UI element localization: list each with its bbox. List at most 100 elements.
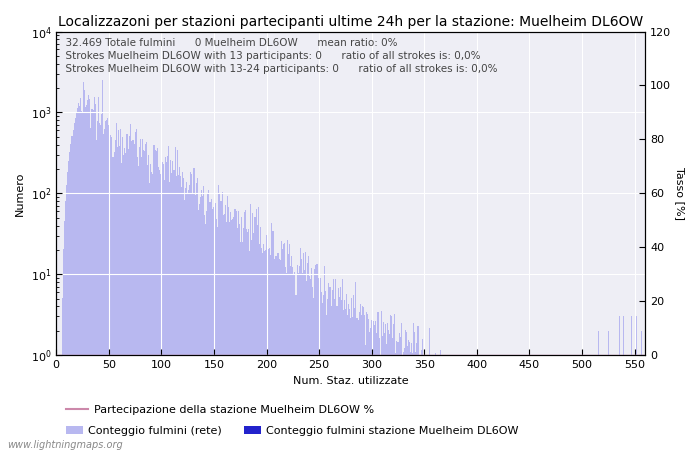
Bar <box>555 355 556 450</box>
Bar <box>327 299 328 450</box>
Bar <box>532 355 533 450</box>
Bar <box>429 328 430 450</box>
Bar <box>274 259 276 450</box>
Bar <box>447 355 448 450</box>
Bar <box>168 146 169 450</box>
Bar <box>231 220 232 450</box>
Bar <box>609 359 610 450</box>
Bar <box>94 104 96 450</box>
Bar <box>400 324 402 450</box>
Bar <box>427 355 428 450</box>
Bar <box>575 355 576 450</box>
Bar <box>58 355 59 450</box>
Bar <box>372 325 373 450</box>
Bar <box>300 248 301 450</box>
Bar <box>568 355 569 450</box>
Bar <box>524 355 525 450</box>
Bar <box>216 227 218 450</box>
Bar <box>428 355 429 450</box>
Bar <box>540 355 542 450</box>
Bar <box>593 359 594 450</box>
Bar <box>57 355 58 450</box>
Bar <box>415 352 416 450</box>
Bar <box>549 355 550 450</box>
Bar <box>423 355 424 450</box>
Bar <box>478 355 480 450</box>
Bar <box>364 315 365 450</box>
Bar <box>567 355 568 450</box>
Y-axis label: Numero: Numero <box>15 171 25 216</box>
Bar <box>165 157 166 450</box>
Bar <box>73 130 74 450</box>
Bar <box>546 355 547 450</box>
Bar <box>125 153 126 450</box>
Bar <box>235 211 237 450</box>
Text: 32.469 Totale fulmini      0 Muelheim DL6OW      mean ratio: 0%
  Strokes Muelhe: 32.469 Totale fulmini 0 Muelheim DL6OW m… <box>60 38 498 74</box>
Bar <box>99 123 100 450</box>
Bar <box>106 120 107 450</box>
Bar <box>498 355 500 450</box>
Bar <box>351 297 352 450</box>
Bar <box>257 225 258 450</box>
Bar <box>594 359 595 450</box>
Bar <box>134 132 136 450</box>
Bar <box>170 160 172 450</box>
Bar <box>337 288 339 450</box>
Bar <box>291 256 293 450</box>
Bar <box>299 266 300 450</box>
Bar <box>244 212 245 450</box>
Bar <box>130 125 132 450</box>
Bar <box>76 112 77 450</box>
Bar <box>218 194 220 450</box>
Title: Localizzazoni per stazioni partecipanti ultime 24h per la stazione: Muelheim DL6: Localizzazoni per stazioni partecipanti … <box>58 15 643 29</box>
Bar <box>484 355 485 450</box>
Bar <box>261 248 262 450</box>
Bar <box>587 359 588 450</box>
Bar <box>519 355 521 450</box>
Bar <box>247 232 248 450</box>
Bar <box>534 355 536 450</box>
Bar <box>626 359 627 450</box>
Bar <box>514 355 515 450</box>
Bar <box>387 323 388 450</box>
Bar <box>80 98 81 450</box>
Bar <box>123 155 124 450</box>
Bar <box>183 178 184 450</box>
Bar <box>513 355 514 450</box>
Bar <box>306 280 307 450</box>
Bar <box>386 344 387 450</box>
Bar <box>601 359 603 450</box>
Bar <box>626 359 628 450</box>
Bar <box>162 162 163 450</box>
Bar <box>442 355 444 450</box>
Bar <box>553 355 554 450</box>
Bar <box>81 111 82 450</box>
Bar <box>374 325 375 450</box>
Bar <box>290 266 291 450</box>
Bar <box>615 355 616 450</box>
Bar <box>608 331 609 450</box>
Bar <box>488 355 489 450</box>
Bar <box>62 298 63 450</box>
Bar <box>375 320 377 450</box>
Bar <box>161 172 162 450</box>
Bar <box>554 355 555 450</box>
Bar <box>190 171 191 450</box>
Bar <box>510 355 511 450</box>
Bar <box>503 355 504 450</box>
Bar <box>426 355 427 450</box>
Bar <box>69 152 71 450</box>
Bar <box>411 343 412 450</box>
Bar <box>265 250 266 450</box>
Bar <box>109 109 111 450</box>
Bar <box>506 355 507 450</box>
Bar <box>245 210 246 450</box>
Bar <box>346 294 347 450</box>
Bar <box>122 137 123 450</box>
Bar <box>606 355 607 450</box>
Bar <box>603 359 605 450</box>
Bar <box>232 220 233 450</box>
Bar <box>352 317 354 450</box>
Legend: Conteggio fulmini (rete), Conteggio fulmini stazione Muelheim DL6OW: Conteggio fulmini (rete), Conteggio fulm… <box>62 421 524 440</box>
Bar <box>620 359 622 450</box>
